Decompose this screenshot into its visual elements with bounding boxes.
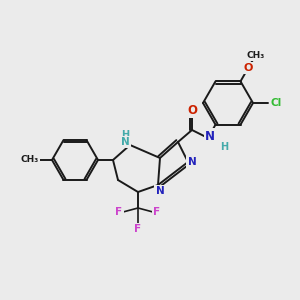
Text: N: N bbox=[188, 157, 196, 167]
Text: CH₃: CH₃ bbox=[246, 51, 265, 60]
Text: N: N bbox=[121, 137, 129, 147]
Text: Cl: Cl bbox=[270, 98, 282, 108]
Text: CH₃: CH₃ bbox=[21, 155, 39, 164]
Text: F: F bbox=[153, 207, 161, 217]
Text: H: H bbox=[220, 142, 228, 152]
Text: F: F bbox=[116, 207, 123, 217]
Text: N: N bbox=[156, 186, 164, 196]
Text: H: H bbox=[121, 130, 129, 140]
Text: N: N bbox=[205, 130, 215, 142]
Text: O: O bbox=[244, 63, 253, 73]
Text: O: O bbox=[187, 103, 197, 116]
Text: F: F bbox=[134, 224, 142, 234]
